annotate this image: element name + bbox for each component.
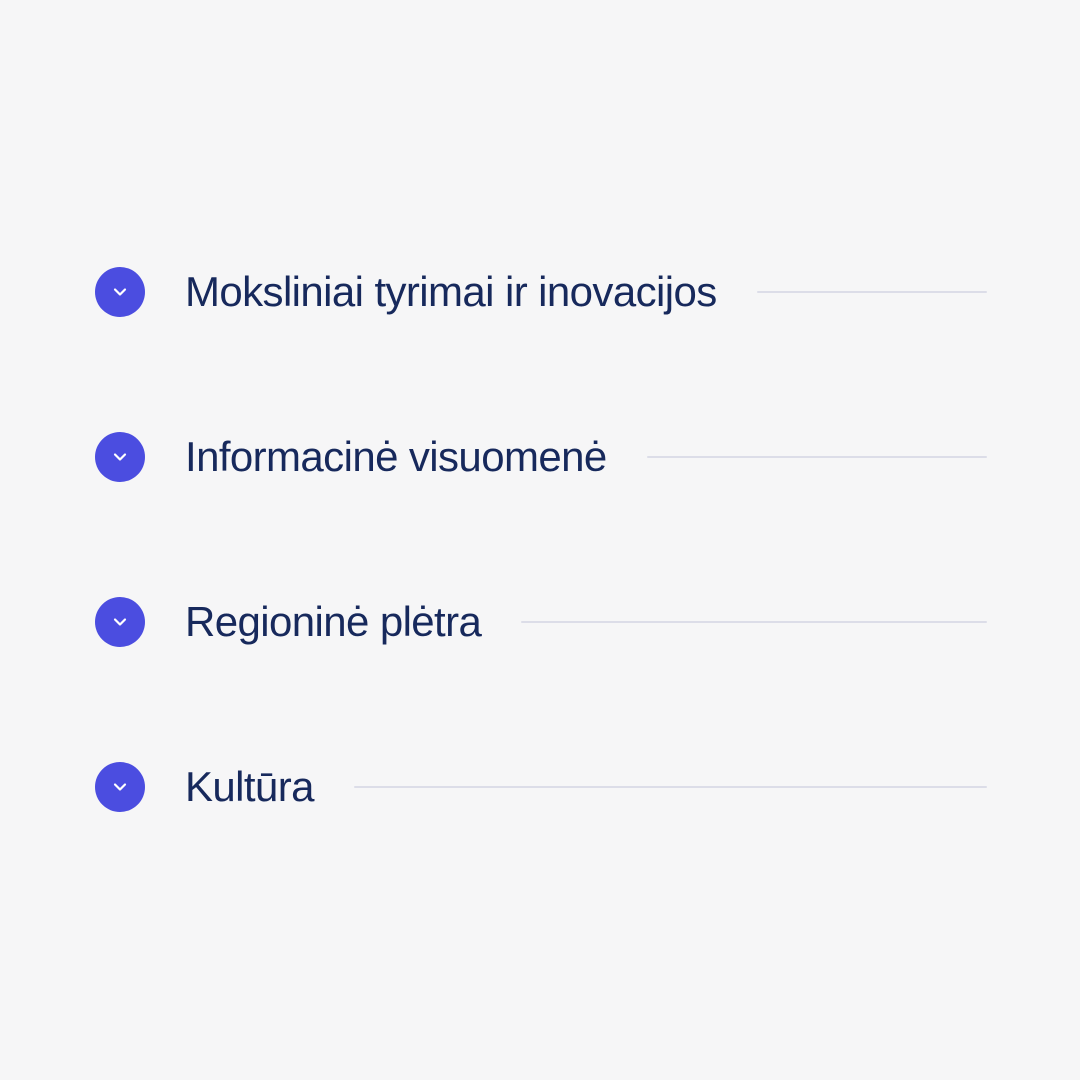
accordion-item-information-society[interactable]: Informacinė visuomenė [95,432,987,482]
accordion-list: Moksliniai tyrimai ir inovacijos Informa… [95,267,987,812]
expand-toggle[interactable] [95,432,145,482]
expand-toggle[interactable] [95,267,145,317]
divider-line [353,786,987,788]
accordion-item-regional-development[interactable]: Regioninė plėtra [95,597,987,647]
chevron-down-icon [113,288,127,296]
divider-line [646,456,987,458]
accordion-item-research-innovation[interactable]: Moksliniai tyrimai ir inovacijos [95,267,987,317]
expand-toggle[interactable] [95,762,145,812]
divider-line [521,621,987,623]
chevron-down-icon [113,783,127,791]
accordion-item-label: Moksliniai tyrimai ir inovacijos [185,268,717,315]
chevron-down-icon [113,453,127,461]
accordion-item-culture[interactable]: Kultūra [95,762,987,812]
accordion-item-label: Kultūra [185,763,314,810]
accordion-item-label: Regioninė plėtra [185,598,482,645]
expand-toggle[interactable] [95,597,145,647]
chevron-down-icon [113,618,127,626]
divider-line [756,291,987,293]
accordion-item-label: Informacinė visuomenė [185,433,607,480]
